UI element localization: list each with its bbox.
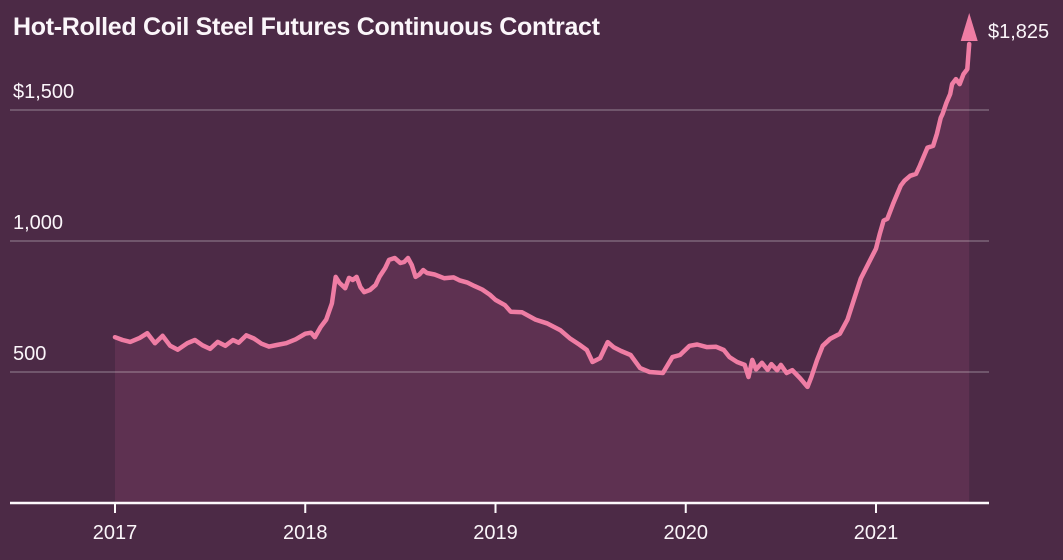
x-axis-tick-label: 2020 xyxy=(664,522,709,544)
price-line xyxy=(112,41,972,390)
last-price-label: $1,825 xyxy=(988,21,1050,43)
x-axis-tick-label: 2017 xyxy=(93,522,138,544)
y-axis-label: $1,500 xyxy=(13,81,74,103)
up-arrow-icon xyxy=(960,13,978,41)
x-axis-tick-label: 2018 xyxy=(283,522,328,544)
area-fill xyxy=(115,24,970,504)
y-axis-label: 1,000 xyxy=(13,212,63,234)
y-axis-label: 500 xyxy=(13,343,46,365)
x-axis-tick-label: 2019 xyxy=(473,522,518,544)
chart-title: Hot-Rolled Coil Steel Futures Continuous… xyxy=(13,13,600,41)
x-axis-tick-label: 2021 xyxy=(854,522,899,544)
